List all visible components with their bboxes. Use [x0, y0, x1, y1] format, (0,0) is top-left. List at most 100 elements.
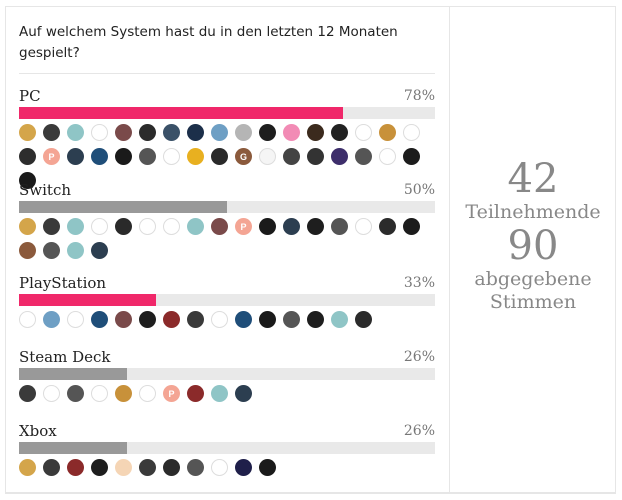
voter-avatar[interactable] — [115, 311, 132, 328]
option-label: Switch — [19, 181, 72, 199]
voter-avatar[interactable] — [43, 218, 60, 235]
option-percent: 50% — [403, 182, 435, 198]
voter-avatar[interactable] — [259, 124, 276, 141]
voter-avatar[interactable] — [19, 124, 36, 141]
voter-avatar[interactable] — [163, 124, 180, 141]
voter-avatar[interactable] — [139, 124, 156, 141]
voter-avatar[interactable] — [91, 311, 108, 328]
voter-avatar[interactable] — [211, 148, 228, 165]
voter-avatar[interactable] — [139, 385, 156, 402]
voter-avatar[interactable] — [115, 148, 132, 165]
voter-avatar[interactable] — [235, 459, 252, 476]
voter-avatar[interactable] — [331, 218, 348, 235]
voter-avatar[interactable] — [187, 124, 204, 141]
voter-avatar[interactable] — [283, 311, 300, 328]
bottom-border — [6, 492, 615, 493]
voter-avatar[interactable] — [139, 459, 156, 476]
voter-avatar[interactable] — [43, 459, 60, 476]
voter-avatar[interactable] — [403, 218, 420, 235]
voter-avatar[interactable] — [19, 311, 36, 328]
voter-avatar[interactable] — [187, 311, 204, 328]
voter-avatar[interactable] — [259, 148, 276, 165]
voter-avatar[interactable] — [187, 459, 204, 476]
voter-avatar[interactable] — [235, 311, 252, 328]
voter-avatar[interactable] — [163, 218, 180, 235]
voter-avatar[interactable] — [163, 459, 180, 476]
voter-avatar[interactable] — [67, 459, 84, 476]
voter-avatar[interactable] — [259, 459, 276, 476]
voter-avatar[interactable] — [403, 124, 420, 141]
voter-avatar[interactable] — [403, 148, 420, 165]
voter-avatar[interactable]: G — [235, 148, 252, 165]
voter-avatar[interactable] — [19, 148, 36, 165]
voter-avatar[interactable] — [163, 311, 180, 328]
voter-avatar[interactable] — [91, 459, 108, 476]
voter-avatar[interactable] — [139, 218, 156, 235]
voter-avatar[interactable] — [379, 124, 396, 141]
voter-avatar[interactable]: P — [235, 218, 252, 235]
voter-avatar[interactable] — [19, 172, 36, 189]
voter-row — [19, 172, 435, 189]
voter-avatar[interactable] — [67, 124, 84, 141]
voter-avatar[interactable] — [355, 218, 372, 235]
voter-avatar[interactable] — [235, 124, 252, 141]
voter-avatar[interactable] — [67, 242, 84, 259]
voter-avatar[interactable] — [115, 459, 132, 476]
voter-avatar[interactable] — [19, 385, 36, 402]
voter-avatar[interactable] — [307, 148, 324, 165]
voter-avatar[interactable] — [19, 459, 36, 476]
voter-avatar[interactable] — [19, 242, 36, 259]
voter-avatar[interactable]: P — [43, 148, 60, 165]
voter-avatar[interactable] — [307, 311, 324, 328]
voter-avatar[interactable] — [283, 124, 300, 141]
voter-avatar[interactable] — [355, 148, 372, 165]
voter-avatar[interactable] — [235, 385, 252, 402]
voter-avatar[interactable] — [283, 148, 300, 165]
voter-avatar[interactable] — [355, 311, 372, 328]
voter-avatar[interactable] — [43, 385, 60, 402]
voter-avatar[interactable] — [163, 148, 180, 165]
vote-count: 90 — [507, 223, 559, 269]
voter-avatar[interactable] — [211, 385, 228, 402]
voter-avatar[interactable] — [331, 148, 348, 165]
voter-avatar[interactable] — [355, 124, 372, 141]
voter-avatar[interactable] — [115, 218, 132, 235]
voter-avatar[interactable] — [211, 311, 228, 328]
option-bar-track — [19, 201, 435, 213]
voter-avatar[interactable] — [211, 218, 228, 235]
voter-avatar[interactable] — [331, 124, 348, 141]
voter-avatar[interactable] — [91, 385, 108, 402]
voter-avatar[interactable] — [43, 124, 60, 141]
voter-avatar[interactable] — [283, 218, 300, 235]
voter-avatar[interactable] — [67, 385, 84, 402]
voter-avatar[interactable] — [91, 218, 108, 235]
voter-avatar[interactable] — [187, 218, 204, 235]
voter-avatar[interactable] — [211, 124, 228, 141]
voter-avatar[interactable] — [331, 311, 348, 328]
voter-avatar[interactable] — [307, 218, 324, 235]
voter-avatar[interactable] — [187, 385, 204, 402]
voter-avatar[interactable] — [67, 148, 84, 165]
voter-avatar[interactable] — [67, 311, 84, 328]
voter-avatar[interactable] — [379, 218, 396, 235]
voter-avatar[interactable] — [115, 385, 132, 402]
option-bar-fill — [19, 201, 227, 213]
voter-avatar[interactable] — [379, 148, 396, 165]
voter-avatars: P — [19, 218, 435, 266]
voter-avatar[interactable] — [139, 311, 156, 328]
voter-avatar[interactable] — [187, 148, 204, 165]
voter-avatar[interactable] — [139, 148, 156, 165]
voter-avatar[interactable] — [43, 242, 60, 259]
voter-avatar[interactable]: P — [163, 385, 180, 402]
voter-avatar[interactable] — [67, 218, 84, 235]
voter-avatar[interactable] — [91, 148, 108, 165]
voter-avatar[interactable] — [115, 124, 132, 141]
voter-avatar[interactable] — [91, 242, 108, 259]
voter-avatar[interactable] — [307, 124, 324, 141]
voter-avatar[interactable] — [259, 311, 276, 328]
voter-avatar[interactable] — [91, 124, 108, 141]
voter-avatar[interactable] — [43, 311, 60, 328]
voter-avatar[interactable] — [211, 459, 228, 476]
voter-avatar[interactable] — [19, 218, 36, 235]
voter-avatar[interactable] — [259, 218, 276, 235]
